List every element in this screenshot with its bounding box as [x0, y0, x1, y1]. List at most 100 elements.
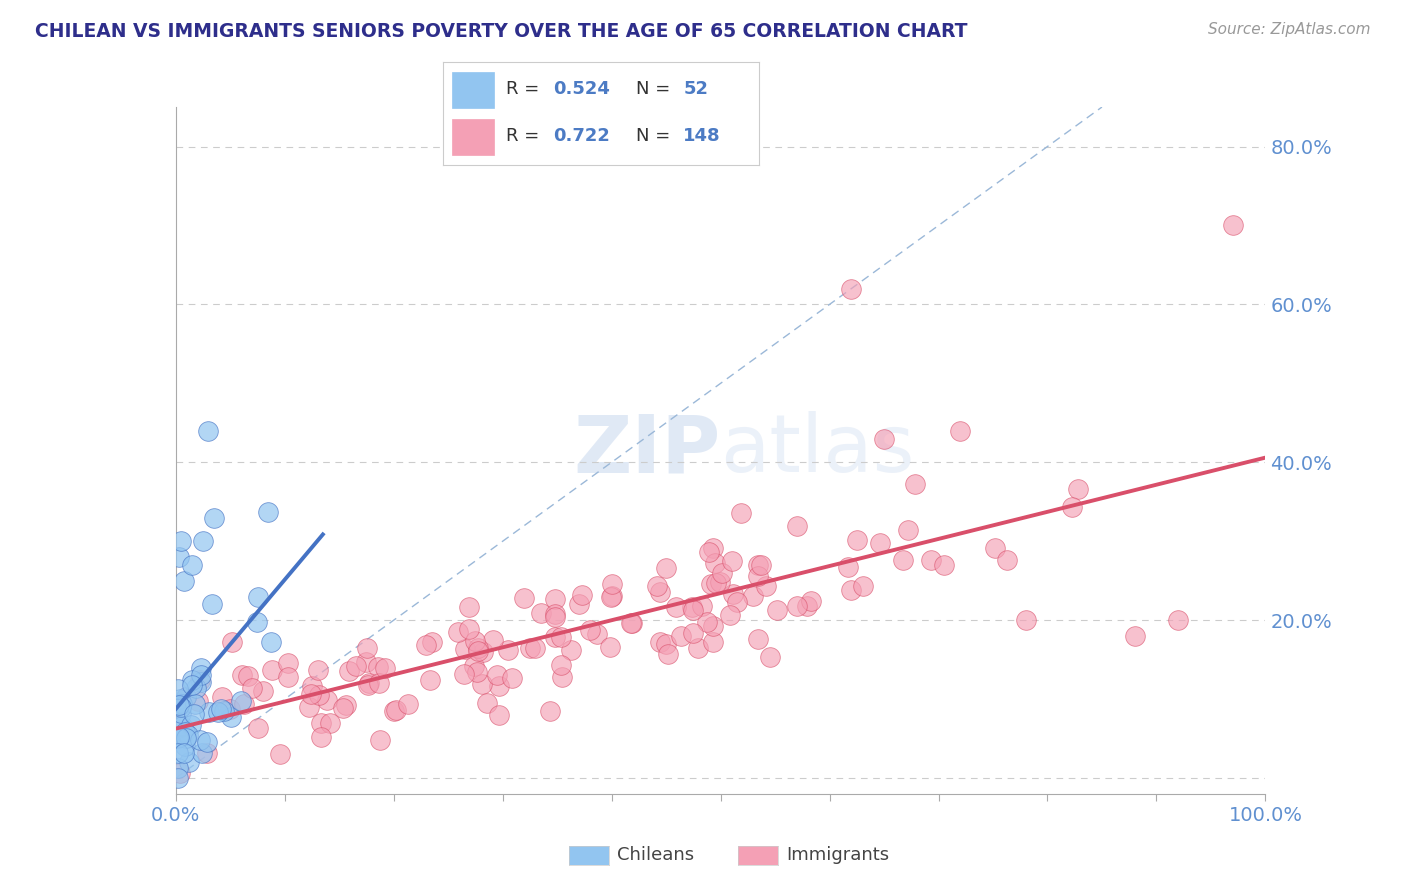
Text: N =: N =: [636, 128, 676, 145]
Point: [174, 690, 197, 705]
Point: [415, 638, 437, 652]
Text: Immigrants: Immigrants: [786, 847, 889, 864]
Point: [599, 590, 621, 604]
Point: [170, 706, 193, 720]
Point: [501, 671, 523, 685]
Point: [699, 576, 721, 591]
Point: [309, 731, 332, 745]
Point: [690, 599, 713, 614]
Point: [367, 660, 389, 674]
Point: [904, 477, 927, 491]
Point: [682, 603, 704, 617]
Point: [169, 698, 191, 712]
Point: [1066, 483, 1088, 497]
Point: [621, 616, 644, 631]
Point: [173, 574, 195, 588]
Point: [464, 633, 486, 648]
Point: [786, 519, 808, 533]
Point: [579, 623, 602, 637]
Point: [720, 553, 742, 567]
Point: [308, 688, 330, 702]
Point: [170, 534, 193, 549]
Point: [332, 701, 354, 715]
Point: [221, 635, 243, 649]
Point: [309, 715, 332, 730]
Point: [1062, 500, 1084, 515]
Point: [704, 556, 727, 570]
Point: [187, 694, 209, 708]
Point: [262, 663, 284, 677]
Point: [201, 597, 224, 611]
Point: [190, 746, 212, 760]
Point: [231, 693, 253, 707]
Point: [467, 644, 489, 658]
Point: [551, 671, 574, 685]
Point: [524, 640, 547, 655]
Point: [747, 632, 769, 647]
Point: [758, 649, 780, 664]
Text: R =: R =: [506, 80, 546, 98]
Point: [766, 603, 789, 617]
Point: [920, 552, 942, 566]
Point: [174, 731, 197, 746]
Point: [339, 664, 361, 678]
Point: [530, 606, 553, 620]
Point: [207, 706, 229, 720]
Point: [725, 595, 748, 609]
Point: [419, 673, 441, 688]
Point: [458, 622, 481, 636]
Point: [600, 577, 623, 591]
Point: [190, 674, 212, 689]
Point: [600, 589, 623, 603]
Point: [463, 658, 485, 673]
Point: [181, 558, 204, 572]
Point: [709, 575, 731, 590]
Point: [891, 553, 914, 567]
Text: 0.722: 0.722: [554, 128, 610, 145]
Point: [167, 549, 190, 564]
Point: [170, 697, 193, 711]
Point: [374, 661, 396, 675]
Point: [550, 630, 572, 644]
Point: [188, 732, 211, 747]
Point: [232, 697, 254, 711]
Text: ZIP: ZIP: [574, 411, 721, 490]
Point: [1222, 219, 1244, 233]
Point: [240, 681, 263, 695]
Point: [181, 673, 204, 687]
Point: [983, 541, 1005, 555]
Point: [682, 625, 704, 640]
Point: [702, 541, 724, 555]
Point: [252, 683, 274, 698]
Point: [513, 591, 536, 606]
Text: Source: ZipAtlas.com: Source: ZipAtlas.com: [1208, 22, 1371, 37]
Point: [344, 658, 367, 673]
Point: [747, 558, 769, 572]
Point: [368, 732, 391, 747]
Point: [231, 668, 253, 682]
Point: [173, 746, 195, 760]
Point: [721, 587, 744, 601]
Point: [202, 510, 225, 524]
Point: [897, 523, 920, 537]
Point: [681, 599, 703, 614]
Point: [382, 704, 405, 718]
Point: [170, 699, 193, 714]
Point: [458, 600, 481, 615]
Point: [665, 599, 688, 614]
Point: [1015, 613, 1038, 627]
Point: [755, 579, 778, 593]
Point: [169, 698, 191, 713]
Point: [786, 599, 808, 613]
Point: [488, 679, 510, 693]
Point: [869, 536, 891, 550]
Text: 52: 52: [683, 80, 709, 98]
Point: [465, 665, 488, 679]
Point: [211, 690, 233, 704]
Point: [184, 681, 207, 696]
Point: [357, 678, 380, 692]
Point: [301, 687, 323, 701]
Point: [873, 432, 896, 446]
Bar: [453, 71, 494, 108]
Point: [180, 678, 202, 692]
